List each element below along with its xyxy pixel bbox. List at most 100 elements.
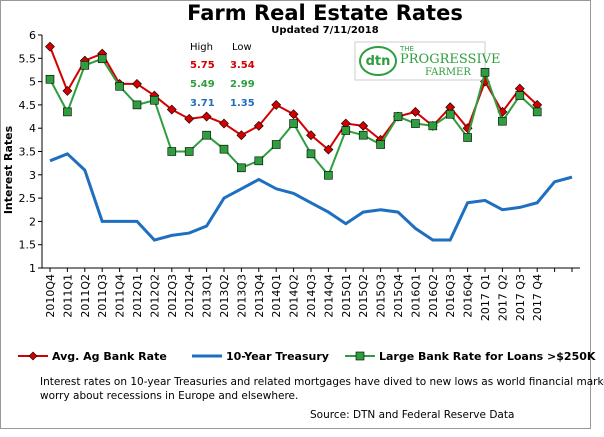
point [80, 60, 90, 70]
point [428, 121, 438, 131]
x-tick-label: 2012Q2 [148, 274, 161, 318]
y-tick-label: 5.5 [19, 52, 37, 65]
y-tick-label: 6 [29, 29, 36, 42]
y-tick-label: 1 [29, 262, 36, 275]
logo-text: PROGRESSIVE [400, 52, 500, 67]
point [358, 130, 368, 140]
point [45, 74, 55, 84]
stats-cell: 3.71 [190, 98, 215, 109]
point [150, 95, 159, 105]
point [515, 91, 525, 100]
point [63, 107, 72, 117]
point [184, 147, 194, 156]
x-tick-label: 2013Q3 [235, 274, 248, 318]
logo-text: dtn [366, 54, 391, 69]
y-tick-label: 1.5 [19, 239, 37, 252]
x-tick-label: 2015Q4 [392, 274, 405, 318]
x-tick-label: 2015Q2 [357, 274, 370, 318]
x-tick-label: 2017 Q3 [514, 274, 527, 321]
x-tick-label: 2016Q3 [444, 274, 457, 318]
point [323, 144, 334, 155]
point [532, 107, 542, 117]
caption: worry about recessions in Europe and els… [40, 390, 298, 402]
x-tick-label: 2015Q1 [340, 274, 353, 318]
point [306, 149, 316, 159]
point [341, 126, 351, 135]
y-tick-label: 4.5 [19, 99, 37, 112]
point [358, 120, 369, 131]
point [219, 144, 229, 154]
point [132, 79, 142, 89]
x-tick-label: 2014Q2 [288, 274, 301, 318]
x-tick-label: 2015Q3 [375, 274, 388, 318]
point [184, 113, 195, 124]
point [237, 163, 246, 173]
point [306, 130, 316, 141]
logo: dtn THE PROGRESSIVE FARMER [354, 41, 500, 81]
legend-marker [355, 351, 365, 361]
y-tick-label: 4 [29, 122, 36, 135]
point [411, 119, 420, 128]
chart-title: Farm Real Estate Rates [187, 1, 463, 25]
stats-cell: 3.54 [230, 60, 255, 71]
point [115, 81, 124, 91]
point [236, 130, 247, 141]
x-tick-label: 2014Q4 [322, 274, 335, 318]
point [97, 54, 107, 64]
x-tick-label: 2012Q4 [183, 274, 196, 318]
x-tick-label: 2013Q2 [218, 274, 231, 318]
logo-box [354, 41, 486, 81]
point [480, 67, 490, 77]
point [201, 111, 212, 122]
y-tick-label: 3 [29, 169, 36, 182]
point [132, 100, 142, 110]
point [45, 41, 55, 52]
x-tick-label: 2016Q4 [462, 274, 475, 318]
x-tick-label: 2017 Q2 [496, 274, 509, 321]
x-tick-label: 2011Q2 [79, 274, 92, 318]
point [289, 119, 298, 128]
x-tick-label: 2016Q2 [427, 274, 440, 318]
stats-cell: 2.99 [230, 79, 255, 90]
x-tick-label: 2014Q3 [305, 274, 318, 318]
y-tick-label: 2.5 [19, 192, 37, 205]
stats-cell: 5.75 [190, 60, 215, 71]
point [167, 147, 177, 156]
legend-label: Avg. Ag Bank Rate [52, 350, 167, 363]
point [410, 106, 421, 117]
y-tick-label: 3.5 [19, 146, 37, 159]
x-tick-label: 2011Q4 [114, 274, 127, 318]
caption: Interest rates on 10-year Treasuries and… [40, 376, 604, 388]
stats-cell: 1.35 [230, 98, 255, 109]
x-tick-label: 2011Q1 [61, 274, 74, 318]
point [202, 130, 211, 140]
point [463, 133, 472, 142]
logo-text: FARMER [425, 67, 471, 78]
x-tick-label: 2013Q1 [201, 274, 214, 318]
series-line [49, 152, 573, 242]
point [253, 120, 264, 131]
x-tick-label: 2013Q4 [253, 274, 266, 318]
y-axis-label: Interest Rates [2, 125, 15, 214]
stats-header: Low [232, 42, 252, 53]
x-tick-label: 2011Q3 [96, 274, 109, 318]
stats-cell: 5.49 [190, 79, 215, 90]
point [62, 85, 73, 96]
point [393, 112, 403, 121]
stats-header: High [190, 42, 213, 53]
point [271, 140, 281, 149]
x-tick-label: 2012Q1 [131, 274, 144, 318]
point [445, 109, 455, 119]
y-tick-label: 2 [29, 215, 36, 228]
x-tick-label: 2010Q4 [44, 274, 57, 318]
chart-subtitle: Updated 7/11/2018 [271, 25, 378, 36]
source: Source: DTN and Federal Reserve Data [310, 409, 514, 421]
x-tick-label: 2017 Q1 [479, 274, 492, 321]
point [254, 156, 264, 166]
x-tick-label: 2017 Q4 [531, 274, 544, 321]
x-tick-label: 2016Q1 [409, 274, 422, 318]
y-tick-label: 5 [29, 76, 36, 89]
point [271, 99, 282, 110]
point [219, 118, 229, 129]
